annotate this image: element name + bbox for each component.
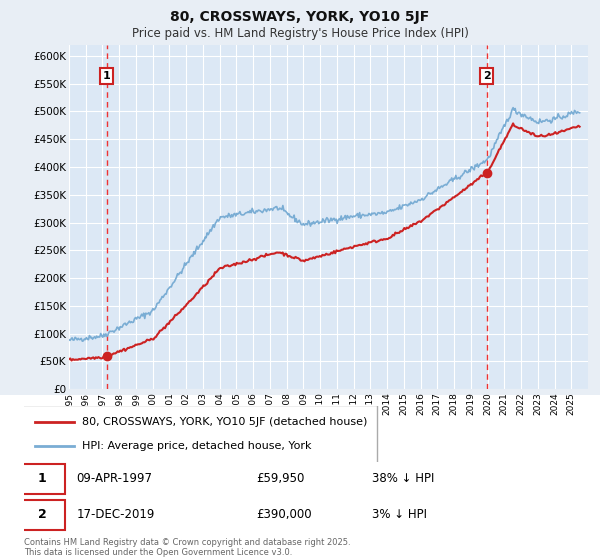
- Text: 17-DEC-2019: 17-DEC-2019: [76, 508, 155, 521]
- Text: Contains HM Land Registry data © Crown copyright and database right 2025.
This d: Contains HM Land Registry data © Crown c…: [24, 538, 350, 557]
- Text: 80, CROSSWAYS, YORK, YO10 5JF: 80, CROSSWAYS, YORK, YO10 5JF: [170, 10, 430, 24]
- Text: Price paid vs. HM Land Registry's House Price Index (HPI): Price paid vs. HM Land Registry's House …: [131, 27, 469, 40]
- Text: 38% ↓ HPI: 38% ↓ HPI: [372, 472, 434, 485]
- Text: 2: 2: [483, 71, 491, 81]
- FancyBboxPatch shape: [19, 500, 65, 530]
- Text: £390,000: £390,000: [256, 508, 311, 521]
- Text: £59,950: £59,950: [256, 472, 304, 485]
- Text: HPI: Average price, detached house, York: HPI: Average price, detached house, York: [82, 441, 311, 451]
- Text: 3% ↓ HPI: 3% ↓ HPI: [372, 508, 427, 521]
- FancyBboxPatch shape: [13, 405, 377, 463]
- Text: 80, CROSSWAYS, YORK, YO10 5JF (detached house): 80, CROSSWAYS, YORK, YO10 5JF (detached …: [82, 417, 367, 427]
- Text: 1: 1: [103, 71, 110, 81]
- Text: 2: 2: [38, 508, 47, 521]
- FancyBboxPatch shape: [19, 464, 65, 494]
- Text: 09-APR-1997: 09-APR-1997: [76, 472, 152, 485]
- Text: 1: 1: [38, 472, 47, 485]
